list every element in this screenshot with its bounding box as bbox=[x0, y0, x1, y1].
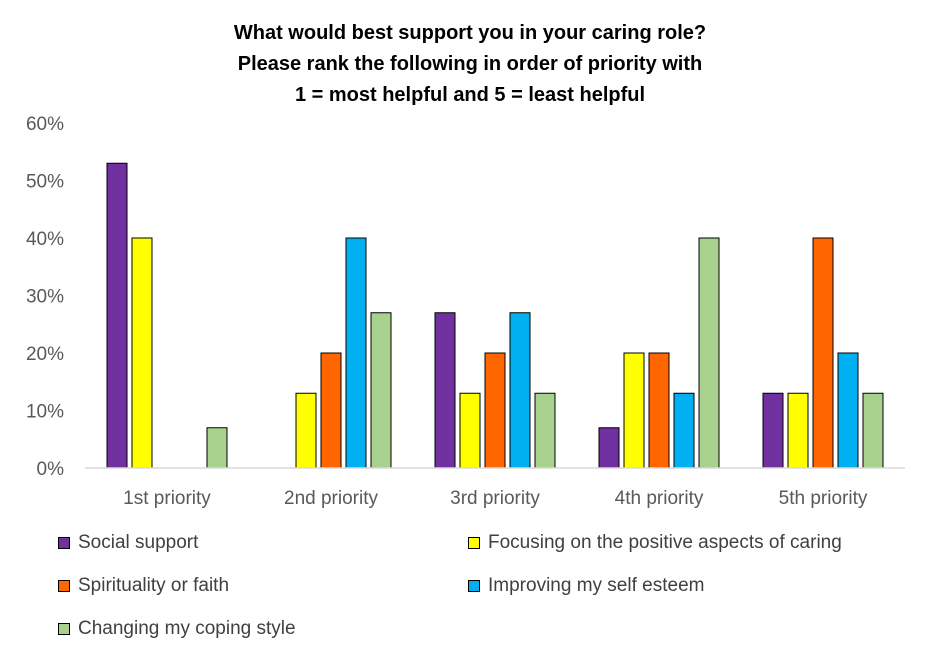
bar bbox=[598, 427, 620, 469]
legend-item: Social support bbox=[58, 532, 198, 554]
bar bbox=[106, 162, 128, 469]
y-tick-label: 40% bbox=[26, 229, 64, 250]
bar bbox=[673, 392, 695, 469]
chart-title-line-3: 1 = most helpful and 5 = least helpful bbox=[294, 84, 646, 106]
bar bbox=[648, 352, 670, 469]
chart-title-line-2: Please rank the following in order of pr… bbox=[237, 53, 703, 75]
bar bbox=[459, 392, 481, 469]
x-tick-label: 4th priority bbox=[615, 488, 704, 509]
bar bbox=[509, 312, 531, 469]
bar bbox=[206, 427, 228, 469]
x-tick-label: 2nd priority bbox=[284, 488, 378, 509]
legend-item: Focusing on the positive aspects of cari… bbox=[468, 532, 842, 554]
legend-label: Focusing on the positive aspects of cari… bbox=[488, 532, 842, 553]
legend-label: Improving my self esteem bbox=[488, 575, 705, 596]
bar bbox=[812, 237, 834, 469]
bar bbox=[623, 352, 645, 469]
bar bbox=[837, 352, 859, 469]
y-tick-label: 30% bbox=[26, 287, 64, 308]
bar bbox=[484, 352, 506, 469]
legend-swatch bbox=[468, 580, 480, 592]
bar bbox=[370, 312, 392, 469]
chart-title-line-1: What would best support you in your cari… bbox=[233, 22, 707, 44]
chart-title: What would best support you in your cari… bbox=[60, 18, 880, 111]
bar bbox=[787, 392, 809, 469]
bar bbox=[862, 392, 884, 469]
legend-swatch bbox=[58, 580, 70, 592]
legend-item: Changing my coping style bbox=[58, 618, 296, 640]
legend-label: Changing my coping style bbox=[78, 618, 296, 639]
y-tick-label: 20% bbox=[26, 344, 64, 365]
x-tick-label: 1st priority bbox=[123, 488, 211, 509]
bar bbox=[131, 237, 153, 469]
bar bbox=[698, 237, 720, 469]
bar bbox=[345, 237, 367, 469]
bar bbox=[320, 352, 342, 469]
y-tick-label: 0% bbox=[37, 459, 65, 480]
y-tick-label: 60% bbox=[26, 114, 64, 135]
legend-item: Improving my self esteem bbox=[468, 575, 704, 597]
bar bbox=[295, 392, 317, 469]
legend-swatch bbox=[468, 537, 480, 549]
y-tick-label: 50% bbox=[26, 172, 64, 193]
x-tick-label: 3rd priority bbox=[450, 488, 540, 509]
bar bbox=[534, 392, 556, 469]
legend-item: Spirituality or faith bbox=[58, 575, 229, 597]
legend-swatch bbox=[58, 537, 70, 549]
y-tick-label: 10% bbox=[26, 402, 64, 423]
legend-swatch bbox=[58, 623, 70, 635]
legend-label: Social support bbox=[78, 532, 199, 553]
bar bbox=[762, 392, 784, 469]
legend-label: Spirituality or faith bbox=[78, 575, 230, 596]
bar bbox=[434, 312, 456, 469]
x-tick-label: 5th priority bbox=[779, 488, 868, 509]
